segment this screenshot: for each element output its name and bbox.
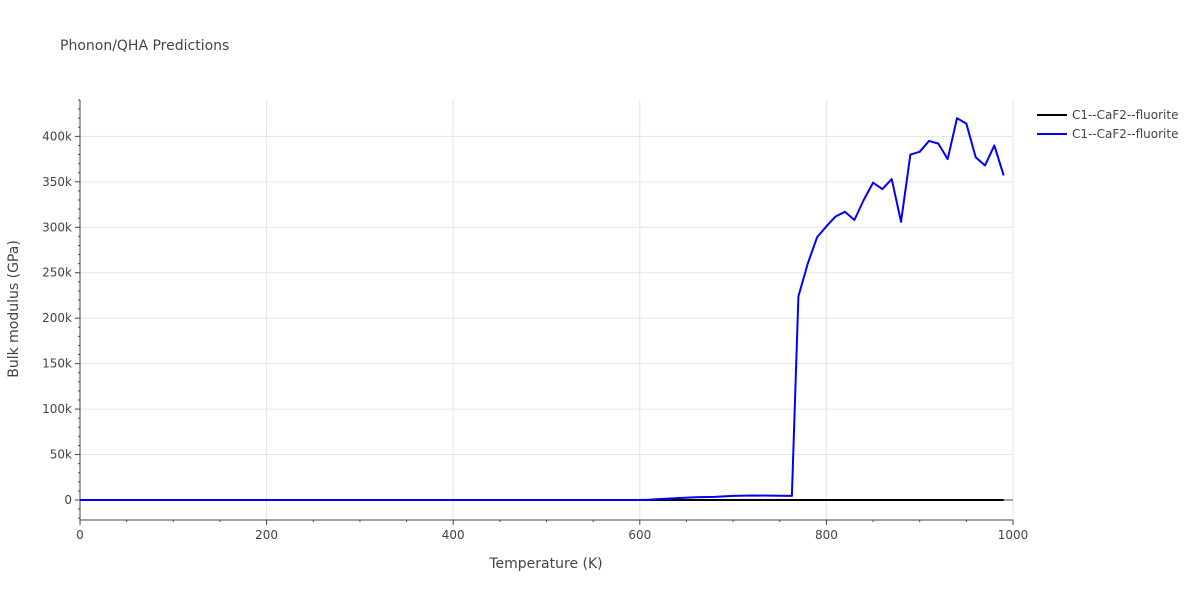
x-tick-label: 200 [255,528,278,542]
chart-title: Phonon/QHA Predictions [60,38,229,54]
y-tick-label: 0 [64,493,72,507]
y-tick-label: 350k [42,175,72,189]
legend[interactable]: C1--CaF2--fluorite C1--CaF2--fluorite [1037,108,1178,141]
x-tick-label: 400 [442,528,465,542]
x-tick-label: 800 [815,528,838,542]
legend-label: C1--CaF2--fluorite [1072,108,1178,122]
y-tick-label: 200k [42,311,72,325]
grid-layer [80,100,1014,520]
x-tick-label: 0 [76,528,84,542]
y-tick-label: 300k [42,220,72,234]
x-tick-label: 1000 [998,528,1029,542]
x-tick-label: 600 [628,528,651,542]
axes-layer: 0 200 400 600 800 1000 0 50k 100k 150k 200k 250k 300… [42,99,1029,542]
x-axis-title: Temperature (K) [488,556,602,572]
y-tick-label: 50k [50,448,72,462]
y-axis-title: Bulk modulus (GPa) [6,240,22,378]
y-tick-label: 400k [42,129,72,143]
legend-item-1[interactable]: C1--CaF2--fluorite [1037,108,1178,122]
series-line-2 [80,117,1005,501]
y-tick-label: 100k [42,402,72,416]
legend-item-2[interactable]: C1--CaF2--fluorite [1037,127,1178,141]
legend-label: C1--CaF2--fluorite [1072,127,1178,141]
y-tick-label: 250k [42,266,72,280]
y-tick-label: 150k [42,357,72,371]
series-layer [80,117,1005,501]
